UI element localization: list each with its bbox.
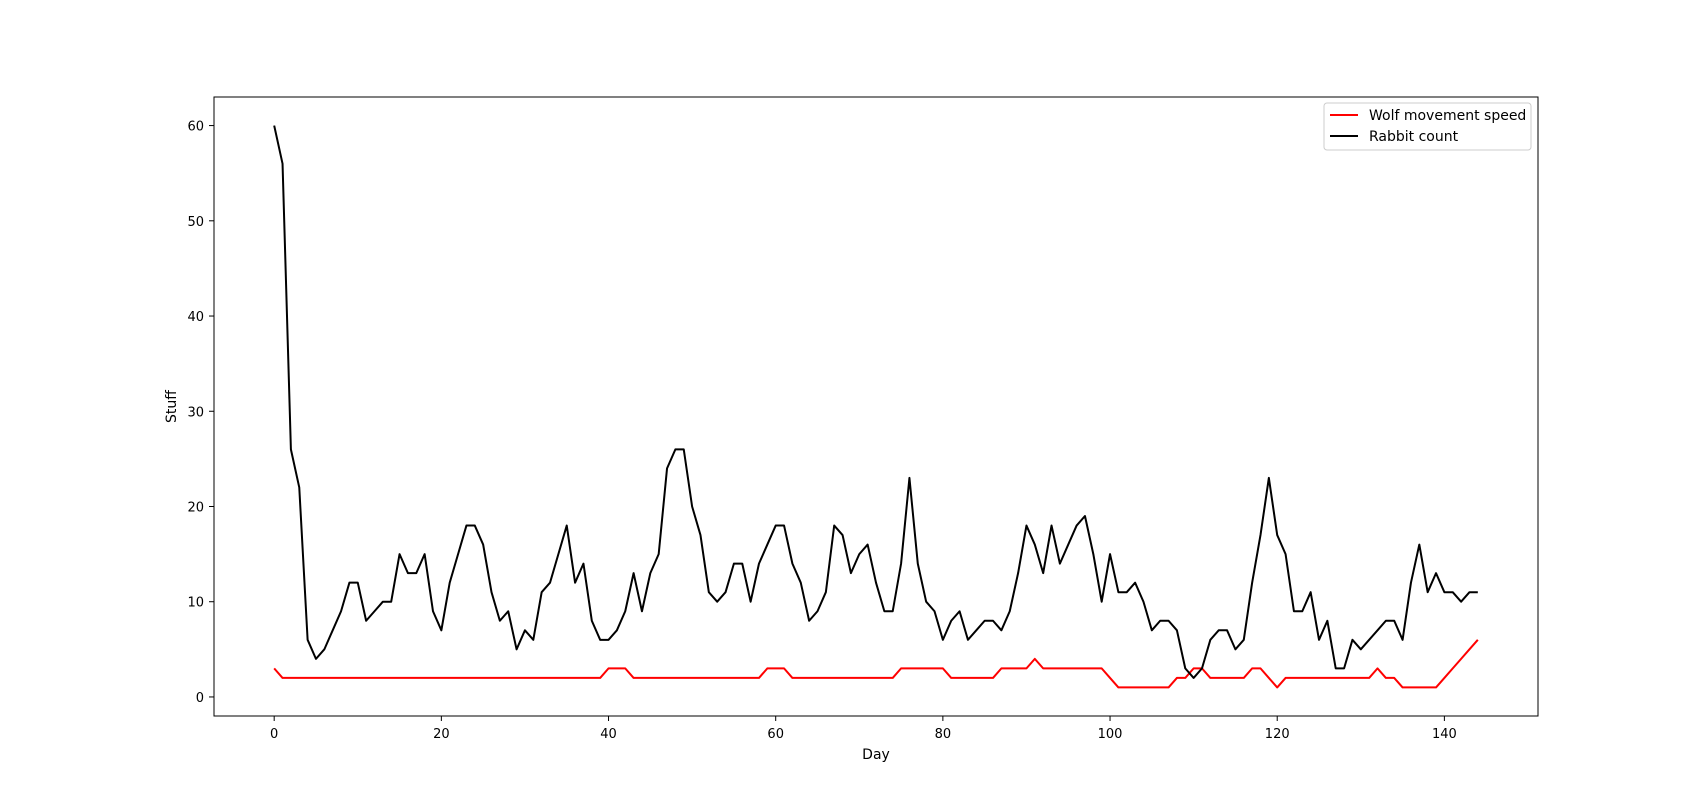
x-tick-label: 140: [1432, 727, 1457, 742]
x-axis: 0 20 40 60 80 100 120 140: [270, 716, 1457, 742]
series-line-1: [273, 125, 1478, 679]
x-tick-label: 40: [600, 727, 617, 742]
legend-entry: Wolf movement speed: [1369, 108, 1526, 124]
y-tick-label: 20: [187, 500, 204, 515]
series-lines: [273, 125, 1479, 689]
y-tick-label: 30: [187, 405, 204, 420]
x-tick-label: 0: [270, 727, 278, 742]
y-tick-label: 60: [187, 120, 204, 135]
x-axis-label: Day: [862, 747, 890, 763]
y-tick-label: 50: [187, 215, 204, 230]
x-tick-label: 80: [935, 727, 952, 742]
plot-frame: [213, 96, 1539, 717]
x-tick-label: 100: [1098, 727, 1123, 742]
series-line-0: [273, 639, 1479, 689]
y-axis: 0 10 20 30 40 50 60: [187, 120, 214, 706]
y-tick-label: 10: [187, 596, 204, 611]
y-tick-label: 0: [196, 691, 204, 706]
y-axis-label: Stuff: [164, 390, 180, 423]
y-tick-label: 40: [187, 310, 204, 325]
x-tick-label: 60: [767, 727, 784, 742]
legend: Wolf movement speed Rabbit count: [1323, 102, 1532, 151]
legend-box: [1323, 102, 1532, 151]
legend-entry: Rabbit count: [1369, 129, 1459, 145]
x-tick-label: 20: [433, 727, 450, 742]
x-tick-label: 120: [1265, 727, 1290, 742]
